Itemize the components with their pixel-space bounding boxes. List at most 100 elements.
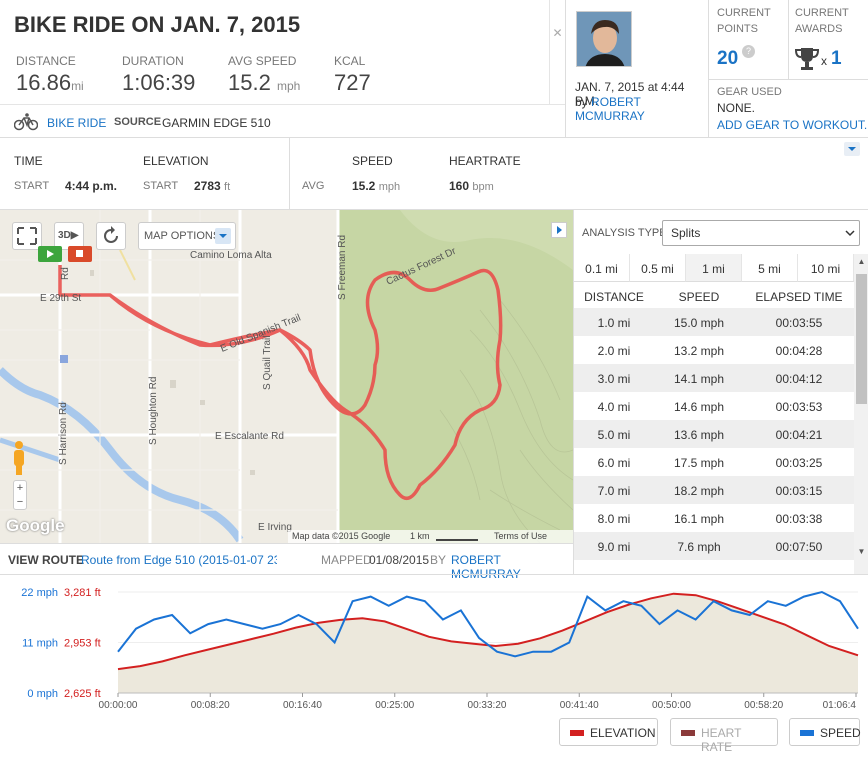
split-speed: 13.6 mph — [673, 428, 725, 442]
table-row: 6.0 mi 17.5 mph 00:03:25 — [574, 448, 854, 476]
tab-0-5-mi[interactable]: 0.5 mi — [630, 254, 686, 282]
route-map[interactable]: E 29th St E Old Spanish Trail S Freeman … — [0, 210, 573, 543]
view-route-label: VIEW ROUTE — [8, 553, 85, 567]
fullscreen-icon — [17, 227, 37, 245]
split-distance: 3.0 mi — [597, 372, 631, 386]
stat-duration-label: DURATION — [122, 54, 184, 68]
legend-heart-rate-label: HEART RATE — [701, 726, 742, 754]
split-elapsed: 00:03:53 — [775, 400, 823, 414]
trophy-icon — [795, 48, 819, 70]
stat-duration-value: 1:06:39 — [122, 70, 196, 95]
x-tick-label: 00:58:20 — [744, 700, 783, 711]
start-flag-icon[interactable] — [38, 246, 62, 264]
scroll-down-icon[interactable]: ▼ — [857, 547, 866, 556]
elevation-speed-chart: 22 mph 3,281 ft 11 mph 2,953 ft 0 mph 2,625 f… — [0, 574, 868, 768]
close-button[interactable]: ✕ — [549, 0, 565, 104]
awards-multiplier: x — [821, 54, 827, 68]
finish-flag-icon[interactable] — [68, 240, 92, 264]
zoom-in-button[interactable]: + — [16, 482, 24, 494]
avatar[interactable] — [576, 11, 632, 67]
map-terms-link[interactable]: Terms of Use — [494, 531, 548, 541]
activity-row: BIKE RIDE SOURCE GARMIN EDGE 510 — [0, 104, 565, 138]
stat-distance-label: DISTANCE — [16, 54, 76, 68]
speed-swatch — [800, 730, 814, 736]
expand-metrics-button[interactable] — [844, 142, 860, 156]
tab-1-mi[interactable]: 1 mi — [686, 254, 742, 282]
analysis-panel: ANALYSIS TYPE: Splits 0.1 mi 0.5 mi 1 mi… — [573, 210, 868, 574]
table-row: 4.0 mi 14.6 mph 00:03:53 — [574, 392, 854, 420]
split-distance: 2.0 mi — [597, 344, 631, 358]
map-scale: 1 km — [410, 531, 430, 541]
3d-button[interactable]: 3D▶ — [54, 222, 84, 250]
scrollbar-thumb[interactable] — [856, 274, 867, 404]
street-view-icon[interactable] — [10, 440, 28, 476]
chevron-down-icon — [215, 228, 231, 244]
svg-text:S Quail Trail: S Quail Trail — [262, 336, 273, 390]
help-icon[interactable]: ? — [742, 45, 755, 58]
map-options-button[interactable]: MAP OPTIONS — [138, 222, 236, 250]
stat-kcal-value: 727 — [334, 70, 371, 95]
activity-type-link[interactable]: BIKE RIDE — [47, 116, 107, 130]
legend-elevation-button[interactable]: ELEVATION — [559, 718, 658, 746]
chevron-down-icon — [845, 230, 855, 237]
x-tick-label: 00:00:00 — [99, 700, 138, 711]
source-value: GARMIN EDGE 510 — [162, 116, 271, 130]
author-link[interactable]: ROBERT MCMURRAY — [575, 95, 645, 123]
analysis-type-label: ANALYSIS TYPE: — [582, 227, 670, 239]
split-speed: 15.0 mph — [673, 316, 725, 330]
heartrate-label: HEARTRATE — [449, 154, 521, 168]
map-scale-bar — [436, 539, 478, 541]
gear-box: GEAR USED NONE. ADD GEAR TO WORKOUT. — [708, 80, 868, 138]
svg-text:Rd: Rd — [60, 267, 71, 280]
elevation-label: ELEVATION — [143, 154, 209, 168]
heartrate-value: 160 bpm — [449, 179, 494, 193]
column-elapsed-time: ELAPSED TIME — [755, 290, 843, 304]
table-row: 7.0 mi 18.2 mph 00:03:15 — [574, 476, 854, 504]
y-left-tick-label: 22 mph — [21, 587, 58, 599]
split-distance: 8.0 mi — [597, 512, 631, 526]
awards-label-2: AWARDS — [795, 23, 843, 35]
tab-0-1-mi[interactable]: 0.1 mi — [574, 254, 630, 282]
x-tick-label: 00:08:20 — [191, 700, 230, 711]
stat-avg-speed-label: AVG SPEED — [228, 54, 297, 68]
metrics-bar: TIME START 4:44 p.m. ELEVATION START 278… — [0, 138, 868, 210]
mapped-by-label: BY — [430, 553, 447, 567]
legend-speed-label: SPEED — [820, 726, 861, 740]
map-footer: Map data ©2015 Google 1 km Terms of Use — [288, 530, 573, 543]
tab-5-mi[interactable]: 5 mi — [742, 254, 798, 282]
page-title: BIKE RIDE ON JAN. 7, 2015 — [14, 12, 301, 37]
chevron-right-icon — [557, 226, 562, 234]
legend-heart-rate-button[interactable]: HEART RATE — [670, 718, 778, 754]
metrics-divider — [289, 138, 290, 210]
split-distance: 7.0 mi — [597, 484, 631, 498]
route-name-link[interactable]: Route from Edge 510 (2015-01-07 23:4 — [81, 553, 277, 567]
points-box: CURRENT POINTS 20 ? — [708, 0, 788, 80]
user-box: JAN. 7, 2015 at 4:44 P.M. by ROBERT MCMU… — [565, 0, 708, 138]
scrollbar[interactable]: ▲ ▼ — [854, 254, 868, 574]
split-elapsed: 00:04:28 — [775, 344, 823, 358]
column-speed: SPEED — [678, 290, 720, 304]
x-tick-label: 01:06:4 — [823, 700, 857, 711]
map-options-label: MAP OPTIONS — [144, 230, 221, 242]
analysis-type-value: Splits — [671, 226, 701, 240]
add-gear-link[interactable]: ADD GEAR TO WORKOUT. — [717, 118, 868, 132]
workout-header: BIKE RIDE ON JAN. 7, 2015 DISTANCE 16.86… — [0, 0, 868, 138]
x-tick-label: 00:41:40 — [560, 700, 599, 711]
legend-speed-button[interactable]: SPEED — [789, 718, 861, 746]
analysis-type-select[interactable]: Splits — [662, 220, 860, 246]
legend-elevation-label: ELEVATION — [590, 726, 656, 740]
map-attribution: Map data ©2015 Google — [292, 531, 391, 541]
points-value: 20 — [717, 48, 739, 69]
zoom-out-button[interactable]: − — [16, 496, 24, 508]
fullscreen-button[interactable] — [12, 222, 42, 250]
split-elapsed: 00:03:55 — [775, 316, 823, 330]
expand-panel-button[interactable] — [551, 222, 567, 238]
split-speed: 13.2 mph — [673, 344, 725, 358]
stat-distance-value: 16.86mi — [16, 70, 84, 95]
tab-10-mi[interactable]: 10 mi — [798, 254, 854, 282]
bike-icon — [14, 113, 38, 131]
scroll-up-icon[interactable]: ▲ — [857, 257, 866, 266]
x-tick-label: 00:50:00 — [652, 700, 691, 711]
replay-button[interactable] — [96, 222, 126, 250]
elevation-line — [117, 592, 859, 671]
